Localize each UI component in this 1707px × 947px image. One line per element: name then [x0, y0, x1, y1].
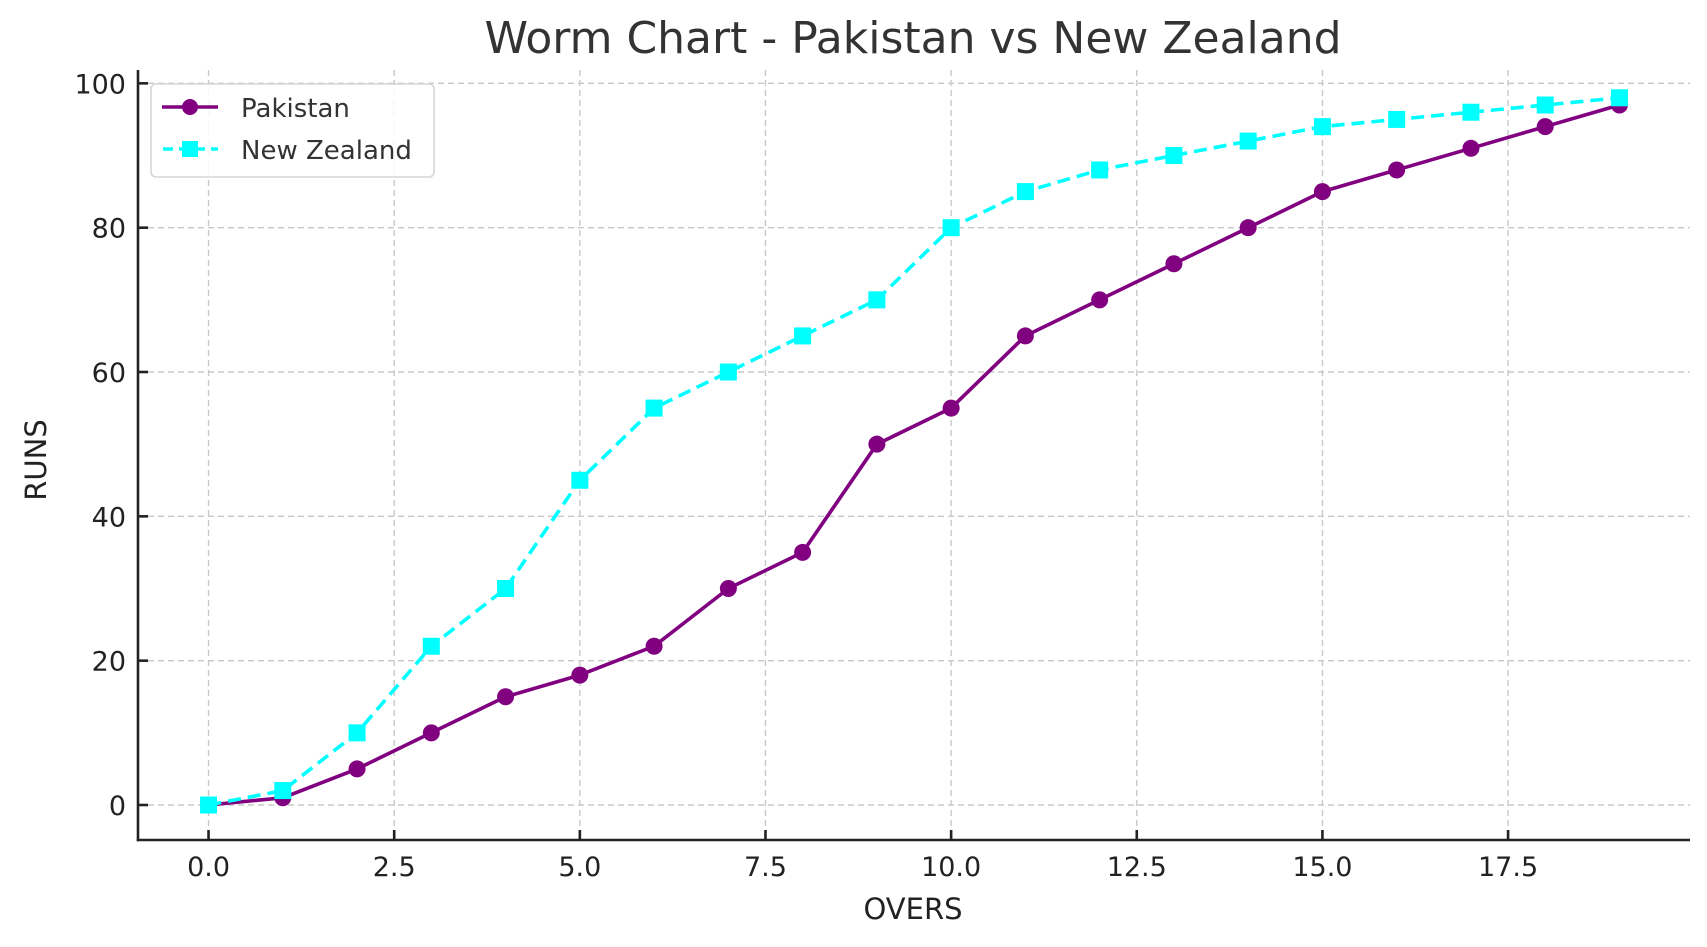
grid-lines — [138, 70, 1690, 840]
legend-item-pakistan: Pakistan — [162, 94, 350, 124]
data-point-new-zealand — [1016, 183, 1034, 201]
x-tick-label: 17.5 — [1478, 852, 1538, 883]
y-axis-label: RUNS — [19, 419, 53, 500]
data-point-pakistan — [348, 760, 366, 778]
data-point-new-zealand — [942, 219, 960, 237]
data-point-new-zealand — [274, 782, 292, 800]
data-point-pakistan — [1091, 291, 1109, 309]
x-tick-label: 7.5 — [744, 852, 787, 883]
data-point-pakistan — [1239, 219, 1257, 237]
x-tick-label: 5.0 — [558, 852, 601, 883]
data-point-new-zealand — [497, 580, 515, 598]
legend: Pakistan New Zealand — [150, 83, 435, 178]
legend-marker-square-icon — [182, 141, 198, 157]
legend-label-pakistan: Pakistan — [241, 94, 350, 124]
y-tick-label: 20 — [92, 647, 126, 678]
legend-item-new-zealand: New Zealand — [163, 136, 412, 166]
data-point-pakistan — [942, 399, 960, 417]
data-point-new-zealand — [1165, 147, 1183, 165]
y-tick-label: 100 — [74, 69, 126, 100]
data-point-pakistan — [497, 688, 515, 706]
x-tick-label: 12.5 — [1107, 852, 1167, 883]
data-point-pakistan — [719, 580, 737, 598]
data-point-new-zealand — [1610, 89, 1628, 107]
data-point-pakistan — [1388, 161, 1406, 179]
data-point-new-zealand — [1313, 118, 1331, 136]
legend-marker-circle-icon — [182, 99, 198, 115]
data-point-pakistan — [422, 724, 440, 742]
data-point-new-zealand — [868, 291, 886, 309]
legend-box — [150, 83, 435, 178]
data-point-new-zealand — [794, 327, 812, 345]
y-tick-label: 40 — [92, 502, 126, 533]
x-tick-label: 2.5 — [373, 852, 416, 883]
data-point-pakistan — [1462, 139, 1480, 157]
series-line-new-zealand — [208, 96, 1620, 807]
tick-labels: 0.0 2.5 5.0 7.5 10.0 12.5 15.0 17.5 0 20 40 60 80 100 — [74, 69, 1538, 883]
data-point-pakistan — [571, 666, 589, 684]
data-point-pakistan — [1313, 183, 1331, 201]
data-point-new-zealand — [1239, 132, 1257, 150]
x-tick-label: 0.0 — [187, 852, 230, 883]
data-point-pakistan — [645, 637, 663, 655]
data-point-new-zealand — [571, 471, 589, 489]
data-point-new-zealand — [1091, 161, 1109, 179]
data-point-pakistan — [1165, 255, 1183, 273]
series-pakistan — [200, 96, 1628, 814]
axes — [136, 70, 1690, 842]
data-point-pakistan — [868, 435, 886, 453]
data-point-new-zealand — [645, 399, 663, 417]
series-layer — [200, 89, 1628, 814]
data-point-new-zealand — [422, 637, 440, 655]
series-line-pakistan — [208, 103, 1621, 807]
data-point-new-zealand — [1388, 110, 1406, 128]
data-point-new-zealand — [348, 724, 366, 742]
data-point-pakistan — [1016, 327, 1034, 345]
y-tick-label: 0 — [109, 791, 126, 822]
data-point-new-zealand — [200, 796, 218, 814]
x-tick-label: 15.0 — [1292, 852, 1352, 883]
x-tick-label: 10.0 — [921, 852, 981, 883]
data-point-new-zealand — [1536, 96, 1554, 114]
x-axis-label: OVERS — [863, 892, 962, 926]
y-tick-label: 60 — [92, 358, 126, 389]
data-point-pakistan — [794, 543, 812, 561]
series-new-zealand — [200, 89, 1628, 814]
legend-label-new-zealand: New Zealand — [241, 136, 412, 166]
data-point-new-zealand — [719, 363, 737, 381]
y-tick-label: 80 — [92, 214, 126, 245]
data-point-new-zealand — [1462, 103, 1480, 121]
data-point-pakistan — [1536, 118, 1554, 136]
chart-title: Worm Chart - Pakistan vs New Zealand — [484, 13, 1341, 64]
